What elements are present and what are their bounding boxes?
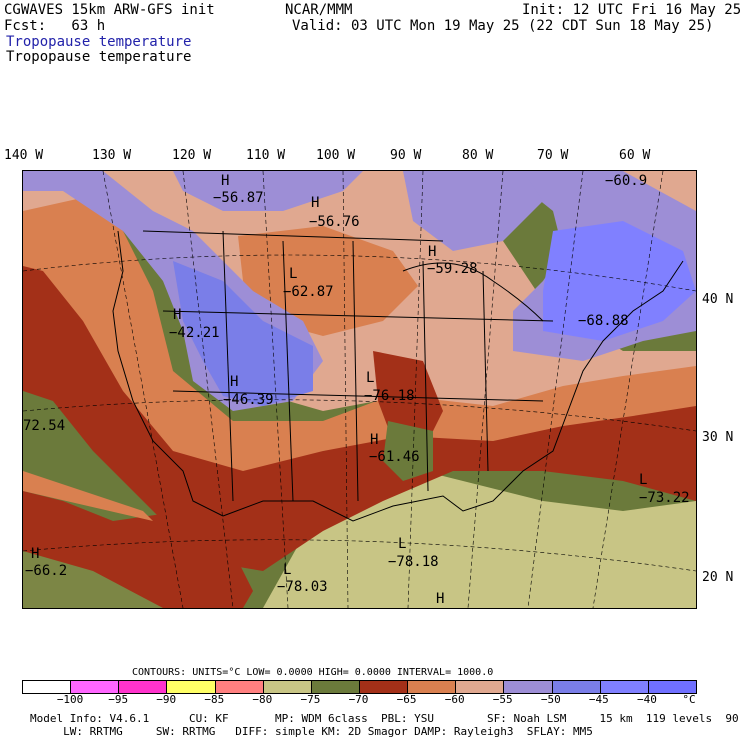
colorbar-swatch xyxy=(359,681,409,693)
colorbar-swatch xyxy=(215,681,264,693)
field-name-black: Tropopause temperature xyxy=(6,49,192,65)
model-info-line2: LW: RRTMG SW: RRTMG DIFF: simple KM: 2D … xyxy=(30,725,593,738)
model-info-line1: Model Info: V4.6.1 CU: KF MP: WDM 6class… xyxy=(30,712,740,725)
fill-olive-midwest xyxy=(383,421,433,481)
high-marker-nw: H xyxy=(221,173,230,189)
low-marker-midwest: L xyxy=(366,370,375,386)
value-plains: −62.87 xyxy=(283,284,334,300)
value-south: −61.46 xyxy=(369,449,420,465)
value-north: −56.76 xyxy=(309,214,360,230)
colorbar-tick-label: −40 xyxy=(636,693,657,706)
fill-blue-rockies xyxy=(173,261,313,406)
value-greatlakes: −59.28 xyxy=(427,261,478,277)
high-marker-north: H xyxy=(311,195,320,211)
fill-blue-northeast xyxy=(543,221,696,341)
colorbar-swatch xyxy=(600,681,649,693)
value-midwest: −76.18 xyxy=(364,388,415,404)
colorbar-swatch xyxy=(456,681,505,693)
value-rockies: −46.39 xyxy=(223,392,274,408)
colorbar-tick-label: −45 xyxy=(588,693,609,706)
colorbar-tick-label: °C xyxy=(682,693,696,706)
colorbar-ticks: −100 −95 −90 −85 −80 −75 −70 −65 −60 −55 −50 −45 −40… xyxy=(22,693,696,706)
fill-dark-red-pacific xyxy=(23,491,253,608)
low-marker-plains: L xyxy=(289,266,298,282)
colorbar-tick-label: −100 xyxy=(56,693,84,706)
lat-label-40n: 40 N xyxy=(702,292,734,307)
center-title: NCAR/MMM xyxy=(285,2,353,18)
high-marker-rockies: H xyxy=(230,374,239,390)
fill-dark-red xyxy=(23,261,696,571)
high-marker-south-bottom: H xyxy=(436,591,445,607)
colorbar-tick-label: −80 xyxy=(252,693,273,706)
fill-purple-north xyxy=(173,171,363,211)
colorbar-swatch xyxy=(23,681,72,693)
high-marker-pacific-sw: H xyxy=(31,546,40,562)
colorbar-tick-label: −85 xyxy=(204,693,225,706)
high-marker-west: H xyxy=(173,307,182,323)
value-nw: −56.87 xyxy=(213,190,264,206)
value-gulf: −78.18 xyxy=(388,554,439,570)
colorbar-swatch xyxy=(263,681,312,693)
value-west: −42.21 xyxy=(169,325,220,341)
lat-label-20n: 20 N xyxy=(702,570,734,585)
value-pacific-sw: −66.2 xyxy=(25,563,68,579)
field-name-blue: Tropopause temperature xyxy=(6,34,192,50)
colorbar-swatch xyxy=(119,681,168,693)
value-atlantic: −73.22 xyxy=(639,490,690,506)
colorbar-tick-label: −50 xyxy=(540,693,561,706)
colorbar-swatch xyxy=(408,681,457,693)
low-marker-mexico: L xyxy=(283,562,292,578)
high-marker-south: H xyxy=(370,432,379,448)
colorbar-swatch xyxy=(311,681,360,693)
colorbar-tick-label: −55 xyxy=(492,693,513,706)
init-time: Init: 12 UTC Fri 16 May 25 xyxy=(522,2,740,18)
colorbar-tick-label: −70 xyxy=(348,693,369,706)
value-mexico: −78.03 xyxy=(277,579,328,595)
map-boundaries xyxy=(112,230,684,522)
low-marker-atlantic: L xyxy=(639,472,648,488)
colorbar-swatch xyxy=(552,681,601,693)
value-pacific: 72.54 xyxy=(23,418,66,434)
high-marker-greatlakes: H xyxy=(428,244,437,260)
forecast-hour: Fcst: 63 h xyxy=(4,18,106,34)
colorbar xyxy=(22,680,697,694)
colorbar-swatch xyxy=(71,681,120,693)
fill-orange-streak xyxy=(23,471,153,521)
valid-time: Valid: 03 UTC Mon 19 May 25 (22 CDT Sun … xyxy=(292,18,714,34)
colorbar-swatch xyxy=(648,681,696,693)
lon-label-60w: 60 W xyxy=(619,148,651,163)
colorbar-swatch xyxy=(504,681,553,693)
colorbar-tick-label: −95 xyxy=(108,693,129,706)
lat-label-30n: 30 N xyxy=(702,430,734,445)
lon-label-120w: 120 W xyxy=(172,148,212,163)
colorbar-tick-label: −60 xyxy=(444,693,465,706)
lon-label-110w: 110 W xyxy=(246,148,286,163)
colorbar-swatch xyxy=(167,681,216,693)
lon-label-90w: 90 W xyxy=(390,148,422,163)
value-northeast: −68.88 xyxy=(578,313,629,329)
lon-label-100w: 100 W xyxy=(316,148,356,163)
lon-label-140w: 140 W xyxy=(4,148,44,163)
colorbar-tick-label: −90 xyxy=(156,693,177,706)
lon-label-130w: 130 W xyxy=(92,148,132,163)
model-title: CGWAVES 15km ARW-GFS init xyxy=(4,2,215,18)
colorbar-tick-label: −65 xyxy=(396,693,417,706)
map-fill-layer xyxy=(23,171,696,608)
contours-info: CONTOURS: UNITS=°C LOW= 0.0000 HIGH= 0.0… xyxy=(132,667,494,678)
lon-label-80w: 80 W xyxy=(462,148,494,163)
fill-purple-greatlakes xyxy=(403,171,543,251)
map-grid-lines xyxy=(23,171,696,608)
tropopause-temperature-map: H −56.87 H −56.76 H −59.28 −60.9 L −62.8… xyxy=(22,170,697,609)
colorbar-tick-label: −75 xyxy=(300,693,321,706)
lon-label-70w: 70 W xyxy=(537,148,569,163)
low-marker-gulf: L xyxy=(398,536,407,552)
value-ne-corner: −60.9 xyxy=(605,173,648,189)
